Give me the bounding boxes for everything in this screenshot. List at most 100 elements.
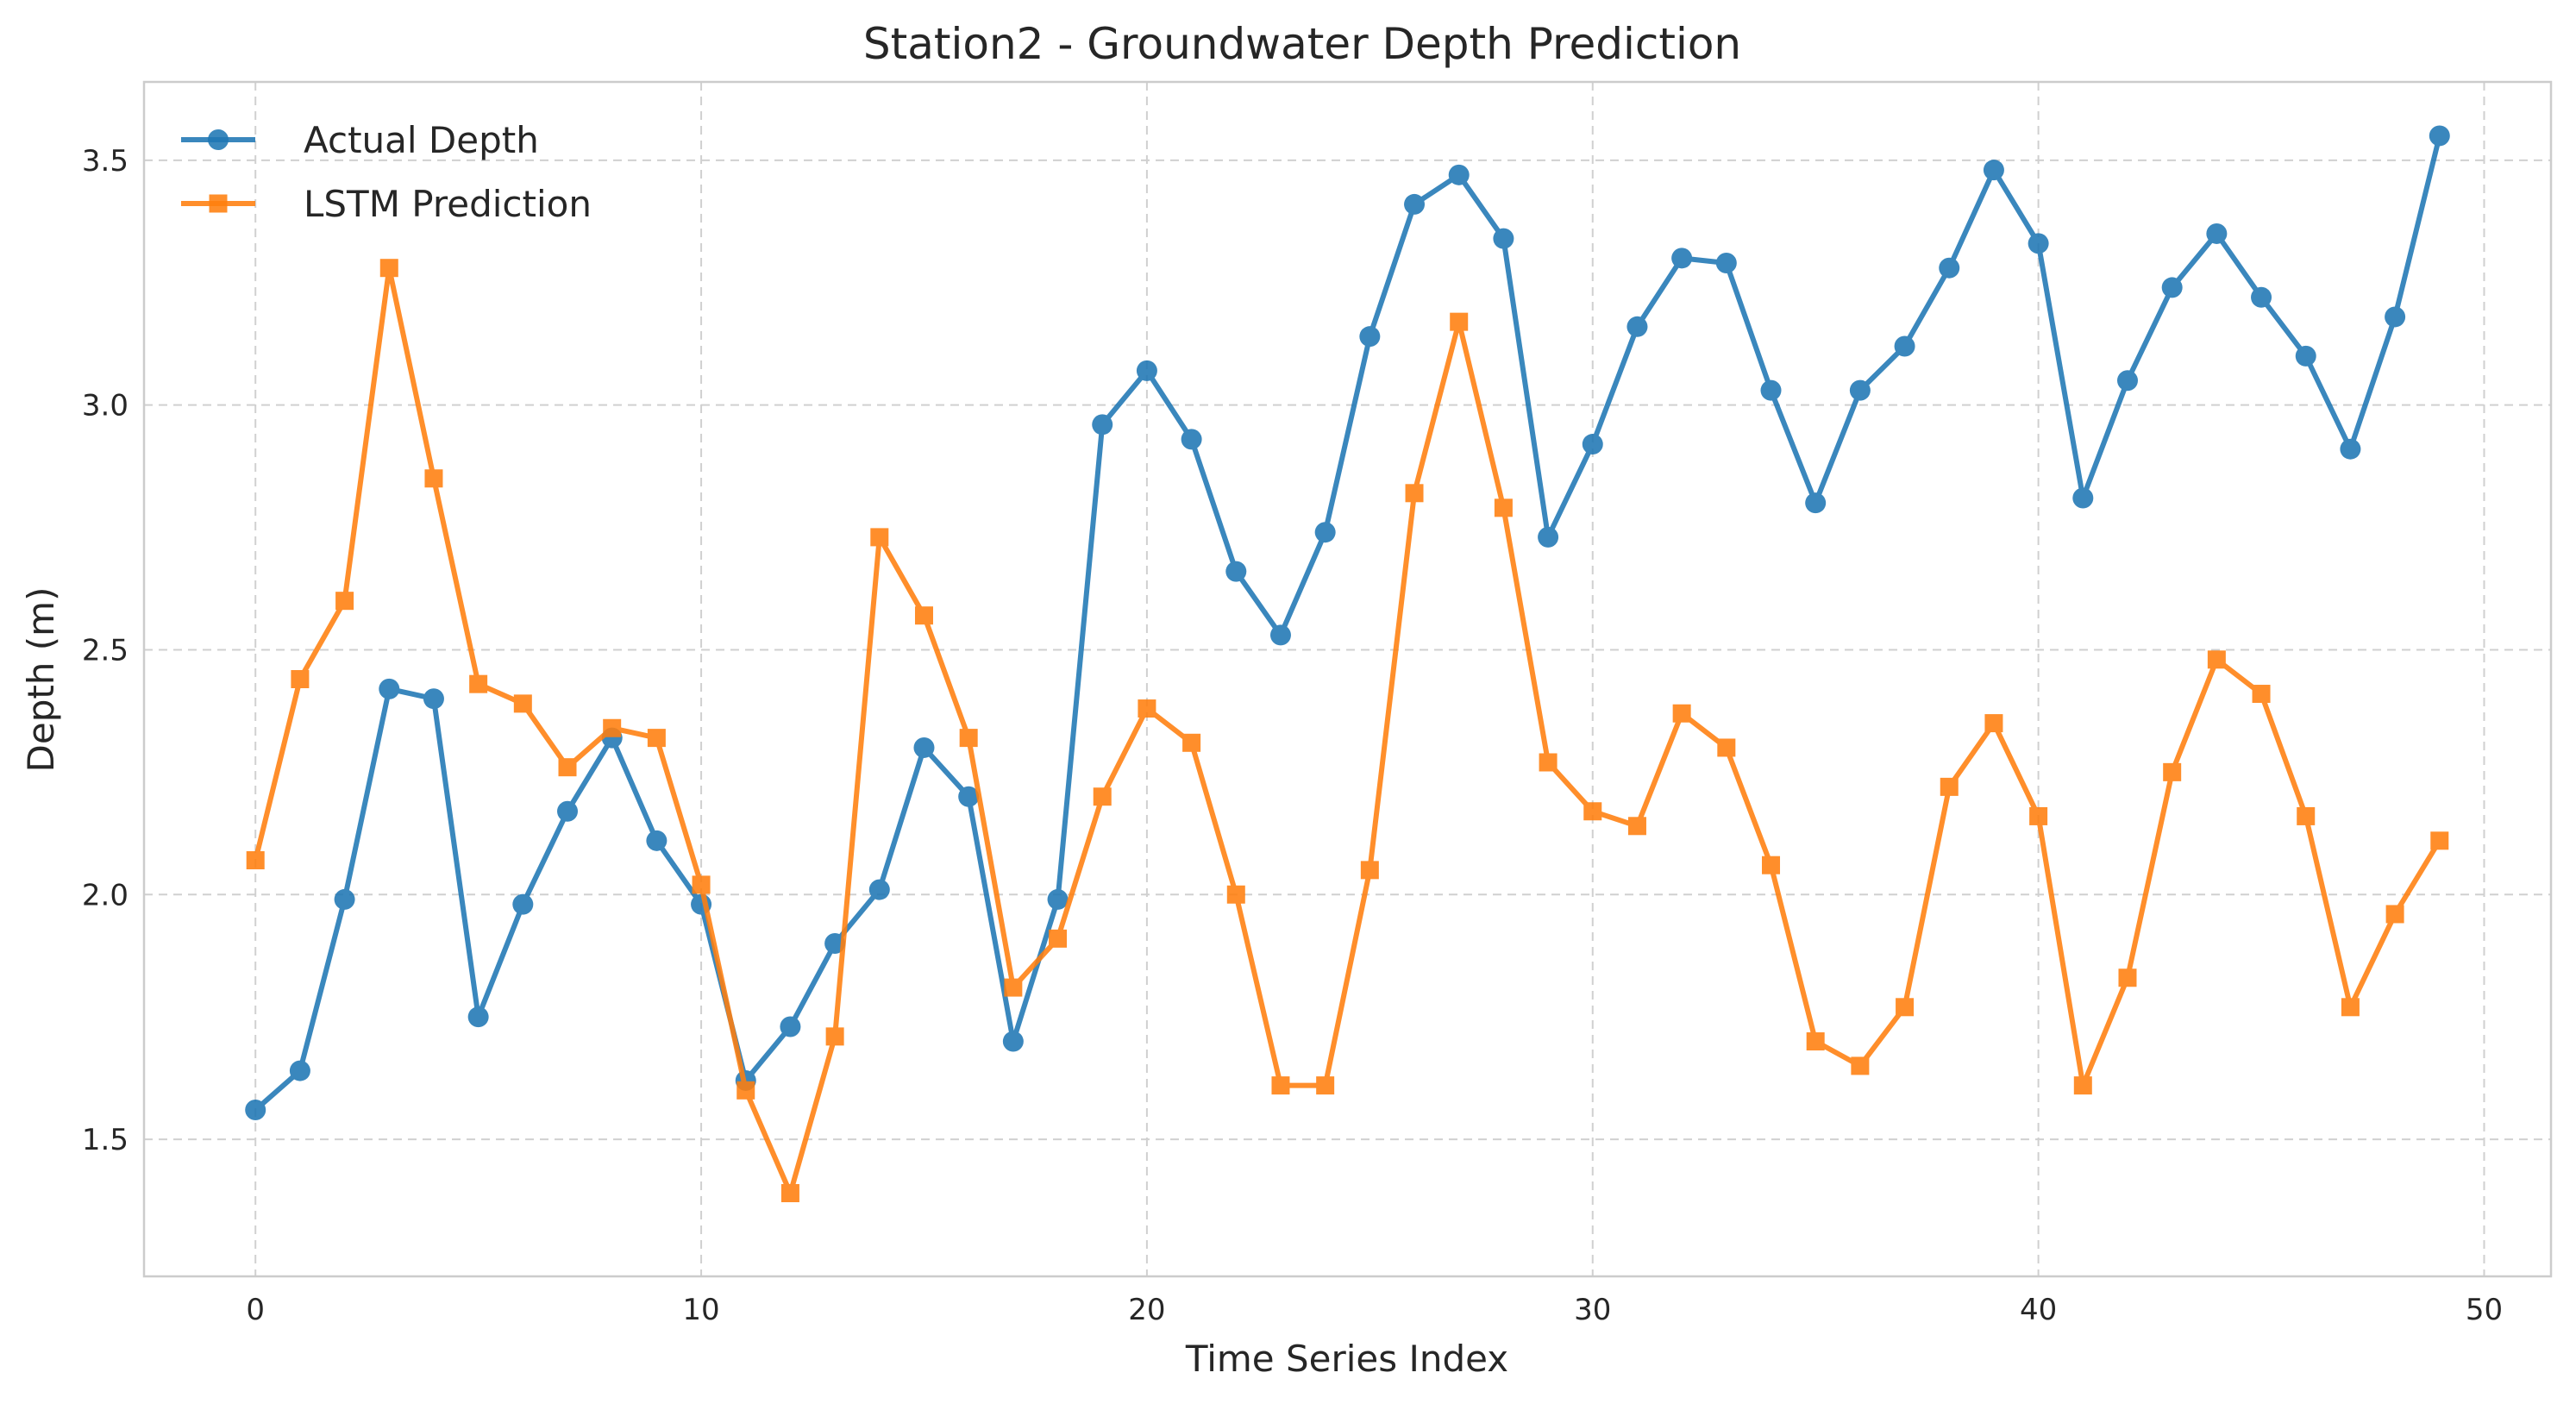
data-point <box>423 688 444 710</box>
data-point <box>469 674 488 693</box>
data-point <box>1762 856 1781 874</box>
legend-marker <box>209 194 228 213</box>
data-point <box>2295 345 2316 367</box>
data-point <box>958 786 980 807</box>
data-point <box>1626 316 1648 337</box>
data-point <box>1894 335 1915 357</box>
data-point <box>291 670 310 688</box>
data-point <box>959 729 978 748</box>
data-point <box>913 736 935 758</box>
data-point <box>1983 160 2004 181</box>
data-point <box>780 1016 801 1037</box>
data-point <box>1538 526 1559 548</box>
data-point <box>2116 370 2138 392</box>
data-point <box>1851 1056 1870 1075</box>
data-point <box>824 933 846 955</box>
data-point <box>1806 1032 1825 1051</box>
data-point <box>1136 360 1157 381</box>
data-point <box>1539 753 1558 772</box>
data-point <box>513 694 532 713</box>
data-point <box>2429 125 2450 147</box>
data-point <box>1805 492 1827 514</box>
data-point <box>736 1081 755 1100</box>
x-tick-label: 10 <box>682 1293 719 1327</box>
legend-label: Actual Depth <box>304 119 539 161</box>
data-point <box>1093 787 1112 806</box>
series-line <box>253 133 2442 1113</box>
data-point <box>2341 998 2360 1017</box>
data-point <box>1940 777 1959 796</box>
data-point <box>1448 164 1470 185</box>
x-tick-label: 40 <box>2020 1293 2057 1327</box>
data-point <box>1314 522 1336 543</box>
data-point <box>2251 286 2272 308</box>
data-point <box>1226 885 1245 904</box>
series-actual-depth <box>245 125 2450 1121</box>
data-point <box>1849 379 1871 401</box>
data-point <box>558 758 577 777</box>
data-point <box>825 1027 844 1046</box>
legend-label: LSTM Prediction <box>304 183 592 225</box>
data-point <box>2252 685 2271 704</box>
data-point <box>2028 233 2049 254</box>
data-point <box>1627 817 1646 836</box>
data-point <box>914 606 933 625</box>
data-point <box>2297 806 2316 825</box>
grid <box>144 82 2551 1276</box>
data-point <box>2385 306 2406 328</box>
series-line <box>253 265 2442 1196</box>
legend-marker <box>208 129 229 150</box>
data-point <box>2029 806 2048 825</box>
data-point <box>2072 487 2094 509</box>
data-point <box>1984 714 2003 733</box>
data-point <box>467 1006 489 1028</box>
series-layer <box>245 125 2450 1203</box>
data-point <box>245 1100 266 1121</box>
chart-title: Station2 - Groundwater Depth Prediction <box>863 19 1741 69</box>
data-point <box>646 830 668 851</box>
data-point <box>1092 414 1113 436</box>
data-point <box>246 851 265 870</box>
data-point <box>379 678 400 699</box>
data-point <box>1582 434 1603 455</box>
data-point <box>603 718 622 737</box>
data-point <box>379 259 398 278</box>
data-point <box>1049 929 1068 948</box>
data-point <box>1002 1031 1024 1052</box>
data-point <box>2163 762 2182 781</box>
x-tick-label: 30 <box>1574 1293 1611 1327</box>
data-point <box>557 800 579 822</box>
y-axis-label: Depth (m) <box>20 587 62 773</box>
data-point <box>2340 438 2361 460</box>
data-point <box>1225 561 1247 582</box>
data-point <box>1450 312 1469 331</box>
tick-labels: 0 10 20 30 40 50 1.5 2.0 2.5 3.0 3.5 <box>82 144 2503 1327</box>
data-point <box>334 888 355 910</box>
x-tick-label: 0 <box>246 1293 265 1327</box>
data-point <box>1316 1076 1335 1095</box>
data-point <box>1004 978 1023 997</box>
data-point <box>2385 905 2404 924</box>
data-point <box>335 592 354 611</box>
data-point <box>1717 738 1736 757</box>
data-point <box>780 1184 799 1203</box>
y-tick-label: 3.5 <box>82 144 128 179</box>
x-tick-label: 50 <box>2466 1293 2503 1327</box>
data-point <box>1181 429 1202 450</box>
plot-frame <box>142 80 2553 1278</box>
data-point <box>1138 699 1156 718</box>
data-point <box>1269 624 1291 646</box>
data-point <box>1494 498 1513 517</box>
y-tick-label: 2.5 <box>82 633 128 668</box>
data-point <box>1939 257 1960 279</box>
data-point <box>870 528 889 547</box>
data-point <box>1360 861 1379 880</box>
data-point <box>692 875 711 894</box>
data-point <box>868 879 890 900</box>
y-tick-label: 3.0 <box>82 389 128 423</box>
x-tick-label: 20 <box>1128 1293 1165 1327</box>
data-point <box>1671 248 1693 269</box>
data-point <box>2207 650 2226 669</box>
y-tick-label: 1.5 <box>82 1123 128 1157</box>
